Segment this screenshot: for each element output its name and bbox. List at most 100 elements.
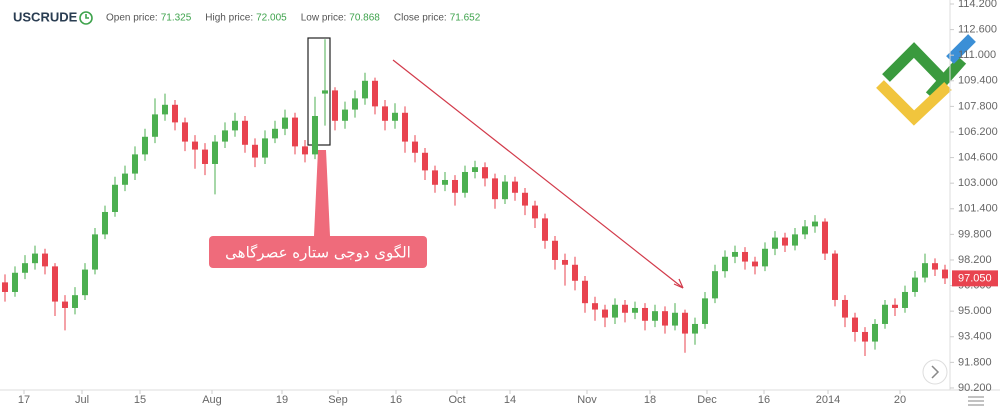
trend-arrow: [392, 59, 684, 289]
candle-body: [572, 264, 578, 281]
candle-body: [852, 317, 858, 332]
y-tick-label: 114.200: [958, 0, 997, 10]
candle-body: [312, 115, 318, 155]
x-tick-label: 14: [504, 394, 516, 406]
candle-body: [812, 221, 818, 227]
candle-body: [132, 154, 138, 174]
candle-body: [142, 136, 148, 155]
candle-body: [642, 307, 648, 321]
candle-body: [762, 248, 768, 267]
candle-body: [942, 269, 948, 279]
candle-body: [192, 141, 198, 150]
candle-body: [742, 251, 748, 262]
y-tick-label: 99.800: [958, 228, 992, 240]
x-tick-label: Nov: [577, 394, 597, 406]
candle-body: [32, 253, 38, 264]
candle-body: [452, 179, 458, 193]
candle-body: [372, 80, 378, 107]
candle-body: [182, 122, 188, 142]
annotation-text: الگوی دوجی ستاره عصرگاهی: [225, 244, 411, 262]
candle-body: [552, 240, 558, 260]
scroll-button[interactable]: [922, 359, 948, 385]
header-label: High price:: [205, 13, 253, 24]
settings-icon[interactable]: [968, 396, 984, 406]
header-value: 71.652: [450, 13, 481, 24]
candle-body: [732, 251, 738, 257]
x-tick-label: Oct: [448, 394, 465, 406]
candle-body: [772, 237, 778, 249]
symbol: USCRUDE: [13, 9, 78, 24]
header-value: 71.325: [161, 13, 192, 24]
candle-body: [172, 104, 178, 123]
doji-highlight: [307, 37, 331, 146]
candle-body: [592, 303, 598, 310]
candle-body: [542, 218, 548, 241]
candle-body: [722, 256, 728, 272]
x-tick-label: 2014: [816, 394, 840, 406]
candle-body: [712, 271, 718, 299]
candle-body: [72, 295, 78, 308]
candle-body: [92, 234, 98, 270]
candle-body: [532, 205, 538, 219]
candle-body: [222, 130, 228, 142]
candle-body: [682, 312, 688, 334]
candle-body: [822, 221, 828, 254]
candle-body: [442, 179, 448, 185]
candle-body: [912, 277, 918, 292]
candle-body: [362, 80, 368, 99]
candle-body: [102, 211, 108, 235]
candle-body: [122, 173, 128, 185]
candle-body: [752, 261, 758, 267]
candle-body: [412, 141, 418, 153]
candle-body: [512, 181, 518, 193]
candle-body: [892, 304, 898, 308]
candle-body: [332, 90, 338, 121]
y-tick-label: 93.400: [958, 331, 992, 343]
x-tick-label: Aug: [202, 394, 222, 406]
x-tick-label: 20: [894, 394, 906, 406]
candle-body: [692, 323, 698, 334]
header-value: 72.005: [256, 13, 287, 24]
y-tick-label: 103.000: [958, 177, 998, 189]
candle-body: [432, 170, 438, 185]
candle-body: [52, 266, 58, 302]
price-marker: [952, 270, 998, 287]
candle-body: [272, 128, 278, 139]
candle-body: [842, 299, 848, 318]
header-label: Low price:: [301, 13, 347, 24]
arrow-head: [673, 278, 684, 289]
candle-body: [12, 272, 18, 292]
candle-body: [792, 234, 798, 246]
candle-body: [482, 167, 488, 179]
clock-icon: [79, 11, 93, 25]
x-tick-label: 15: [134, 394, 146, 406]
candle-body: [492, 178, 498, 200]
header-value: 70.868: [349, 13, 380, 24]
y-tick-label: 91.800: [958, 356, 992, 368]
candle-body: [562, 259, 568, 265]
candle-body: [112, 184, 118, 212]
candle-body: [282, 117, 288, 129]
candle-body: [662, 311, 668, 326]
candle-body: [582, 280, 588, 304]
candle-body: [232, 120, 238, 131]
candle-body: [622, 304, 628, 313]
candle-body: [922, 263, 928, 278]
candle-body: [702, 298, 708, 324]
candle-body: [782, 237, 788, 246]
annotation-box: [209, 236, 427, 268]
candle-body: [832, 253, 838, 300]
x-tick-label: 18: [644, 394, 656, 406]
x-tick-label: Dec: [697, 394, 717, 406]
header-label: Close price:: [394, 13, 447, 24]
y-tick-label: 109.400: [958, 75, 998, 87]
header-label: Open price:: [106, 13, 158, 24]
candle-body: [652, 311, 658, 321]
candle-body: [902, 291, 908, 308]
x-tick-label: Sep: [328, 394, 348, 406]
candle-body: [252, 144, 258, 158]
x-tick-label: 16: [390, 394, 402, 406]
candle-body: [472, 167, 478, 172]
candle-body: [602, 309, 608, 318]
y-tick-label: 104.600: [958, 151, 998, 163]
